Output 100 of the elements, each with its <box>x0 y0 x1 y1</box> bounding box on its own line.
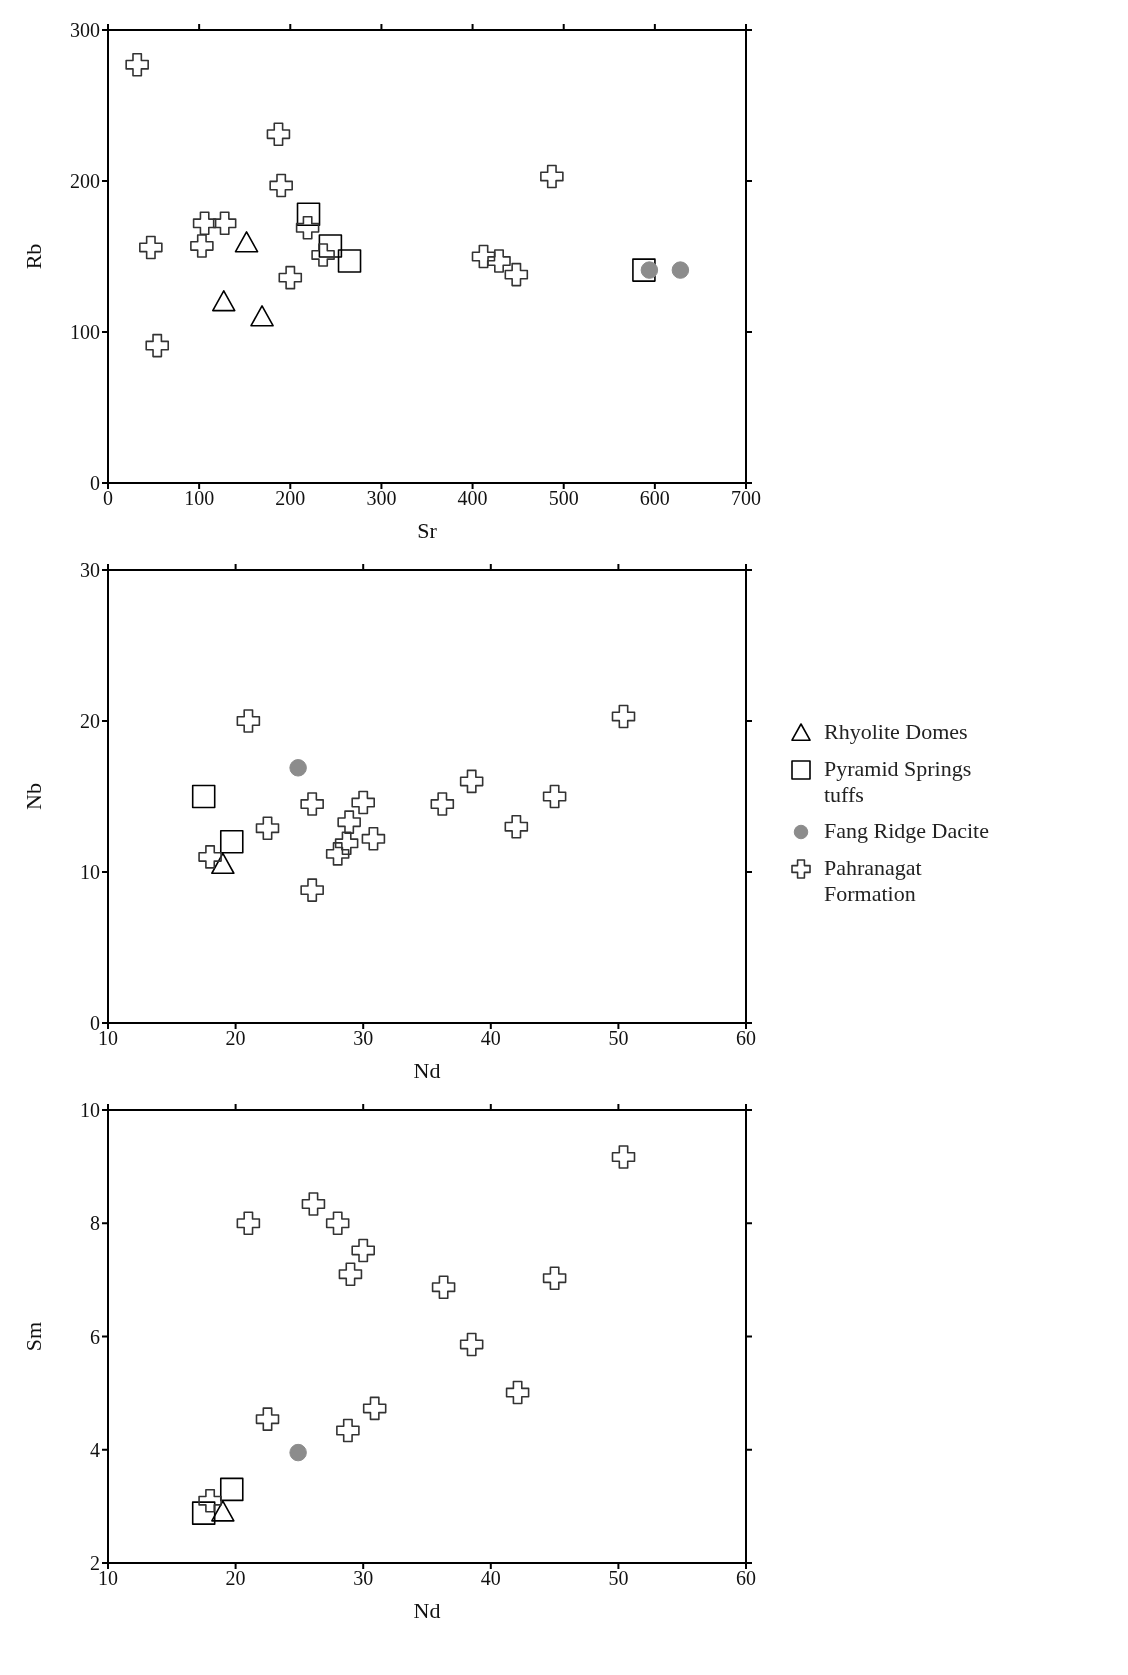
x-tick-label: 200 <box>275 487 306 510</box>
y-tick-label: 4 <box>90 1438 100 1461</box>
point <box>192 211 217 236</box>
x-tick-label: 60 <box>736 1027 756 1050</box>
point <box>325 842 350 866</box>
x-tick-label: 500 <box>548 487 579 510</box>
x-tick-label: 100 <box>184 487 215 510</box>
point <box>430 792 455 816</box>
x-tick-label: 30 <box>353 1567 374 1590</box>
y-tick-label: 100 <box>70 321 100 344</box>
y-tick-label: 0 <box>90 1012 100 1035</box>
point <box>211 1500 235 1522</box>
point <box>338 1262 363 1287</box>
point <box>190 234 214 258</box>
x-axis-title: Nd <box>413 1598 441 1623</box>
point <box>250 305 274 327</box>
point <box>504 262 529 287</box>
legend-label: Fang Ridge Dacite <box>824 818 989 844</box>
x-tick-label: 50 <box>608 1027 629 1050</box>
y-tick-label: 8 <box>90 1212 100 1235</box>
x-tick-label: 50 <box>608 1567 629 1590</box>
y-tick-label: 30 <box>80 559 100 582</box>
y-tick-label: 6 <box>90 1325 100 1348</box>
point <box>336 1418 360 1443</box>
legend-label: Pyramid Springs tuffs <box>824 756 973 808</box>
point <box>671 261 690 279</box>
y-tick-label: 300 <box>70 19 100 42</box>
x-tick-label: 400 <box>457 487 488 510</box>
point <box>296 202 321 227</box>
point <box>266 122 291 146</box>
point <box>211 852 235 875</box>
y-tick-label: 10 <box>80 1099 100 1122</box>
x-tick-label: 40 <box>480 1027 501 1050</box>
point <box>337 249 362 273</box>
x-axis-title: Sr <box>417 518 438 543</box>
point <box>542 1266 567 1290</box>
x-tick-label: 300 <box>366 487 397 510</box>
point <box>125 52 149 77</box>
point <box>255 1407 280 1431</box>
point <box>505 1380 530 1405</box>
point <box>611 704 636 729</box>
point <box>236 1211 261 1236</box>
point <box>351 1238 375 1263</box>
point <box>611 1145 636 1169</box>
y-tick-label: 200 <box>70 170 100 193</box>
x-tick-label: 700 <box>731 487 761 510</box>
x-tick-label: 600 <box>639 487 670 510</box>
y-axis-title: Sm <box>20 1321 46 1352</box>
point <box>542 784 567 809</box>
point <box>300 792 324 816</box>
y-axis-title: Nb <box>20 783 46 810</box>
point <box>632 258 656 282</box>
point <box>219 830 244 854</box>
point <box>459 769 484 794</box>
point <box>211 290 236 312</box>
x-tick-label: 20 <box>225 1567 246 1590</box>
point <box>139 235 163 260</box>
point <box>351 790 375 815</box>
point <box>337 810 361 834</box>
legend-label: Pahranagat Formation <box>824 855 923 907</box>
point <box>361 826 386 851</box>
point <box>362 1396 387 1421</box>
legend-label: Rhyolite Domes <box>824 719 968 745</box>
point <box>269 173 293 198</box>
point <box>219 1477 244 1502</box>
point <box>300 878 324 902</box>
point <box>504 814 529 839</box>
point <box>234 231 259 253</box>
point <box>325 1211 350 1236</box>
point <box>431 1275 456 1300</box>
x-tick-label: 40 <box>480 1567 501 1590</box>
point <box>289 759 307 777</box>
point <box>212 211 237 236</box>
point <box>198 1488 222 1513</box>
y-tick-label: 10 <box>80 861 100 884</box>
x-tick-label: 20 <box>225 1027 246 1050</box>
point <box>145 333 170 358</box>
point <box>236 709 261 733</box>
point <box>318 234 343 258</box>
x-axis-title: Nd <box>413 1058 441 1083</box>
point <box>540 164 564 189</box>
point <box>255 816 280 841</box>
point <box>278 265 303 290</box>
point <box>198 845 222 869</box>
x-tick-label: 30 <box>353 1027 374 1050</box>
point <box>459 1332 484 1357</box>
y-tick-label: 0 <box>90 472 100 495</box>
y-tick-label: 20 <box>80 710 100 733</box>
point <box>301 1192 326 1216</box>
y-axis-title: Rb <box>20 243 46 270</box>
point <box>471 244 496 269</box>
point <box>191 784 216 809</box>
point <box>295 216 320 240</box>
point <box>487 249 511 273</box>
point <box>289 1443 307 1462</box>
x-tick-label: 60 <box>736 1567 756 1590</box>
point <box>334 831 359 856</box>
point <box>311 243 335 267</box>
point <box>191 1501 216 1525</box>
y-tick-label: 2 <box>90 1552 100 1575</box>
